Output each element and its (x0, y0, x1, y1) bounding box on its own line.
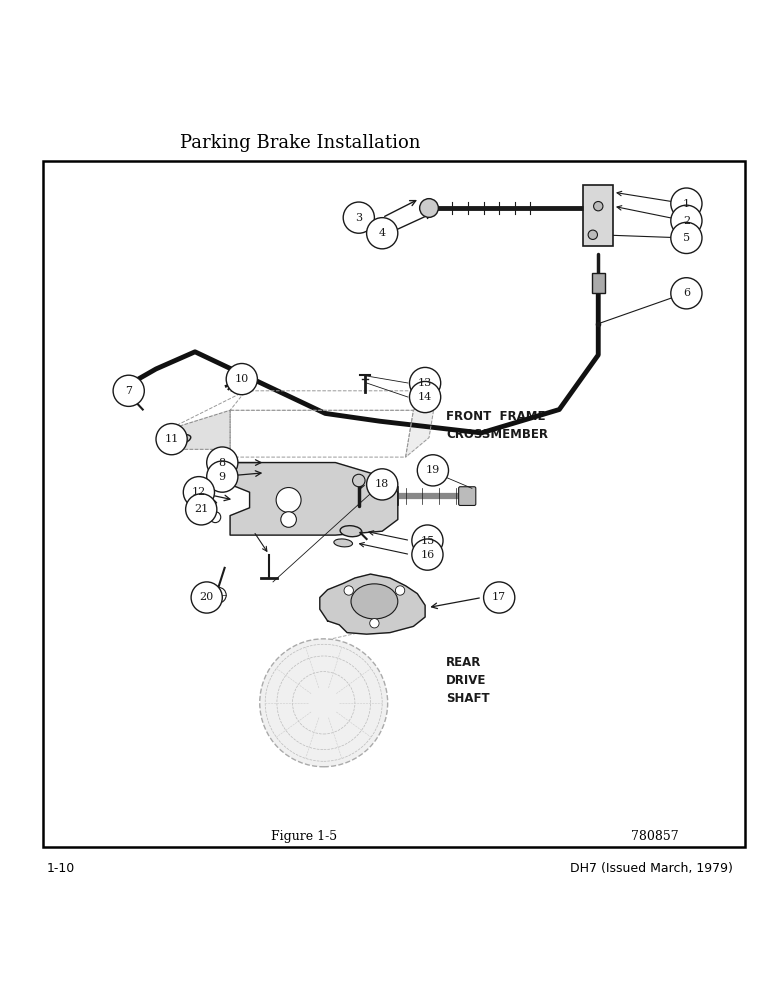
Circle shape (420, 199, 438, 217)
Text: REAR
DRIVE
SHAFT: REAR DRIVE SHAFT (446, 656, 490, 705)
Circle shape (211, 587, 226, 603)
Circle shape (588, 230, 597, 239)
Circle shape (353, 474, 365, 487)
Circle shape (343, 202, 374, 233)
Circle shape (484, 582, 515, 613)
Ellipse shape (168, 434, 191, 445)
Text: 20: 20 (200, 592, 214, 602)
Text: 780857: 780857 (631, 830, 679, 843)
Circle shape (671, 205, 702, 236)
Text: 3: 3 (355, 213, 363, 223)
Text: 19: 19 (426, 465, 440, 475)
Circle shape (226, 363, 257, 395)
FancyBboxPatch shape (459, 487, 476, 505)
Ellipse shape (340, 526, 362, 537)
Text: DH7 (Issued March, 1979): DH7 (Issued March, 1979) (570, 862, 733, 875)
Text: Figure 1-5: Figure 1-5 (271, 830, 337, 843)
Text: 10: 10 (235, 374, 249, 384)
Text: 11: 11 (165, 434, 179, 444)
Text: 21: 21 (194, 504, 208, 514)
Circle shape (260, 639, 388, 767)
Circle shape (210, 512, 221, 523)
Circle shape (344, 586, 353, 595)
Circle shape (113, 375, 144, 406)
Circle shape (671, 278, 702, 309)
Circle shape (281, 512, 296, 527)
Circle shape (412, 525, 443, 556)
Text: 16: 16 (420, 550, 434, 560)
Circle shape (671, 222, 702, 254)
Circle shape (370, 619, 379, 628)
Circle shape (671, 188, 702, 219)
Text: 17: 17 (492, 592, 506, 602)
Circle shape (156, 424, 187, 455)
Text: 5: 5 (682, 233, 690, 243)
Circle shape (207, 461, 238, 492)
Text: 15: 15 (420, 536, 434, 546)
Text: 1-10: 1-10 (47, 862, 75, 875)
Circle shape (410, 381, 441, 413)
Circle shape (207, 447, 238, 478)
Circle shape (183, 477, 214, 508)
Text: 1: 1 (682, 199, 690, 209)
Circle shape (191, 582, 222, 613)
Text: 9: 9 (218, 472, 226, 482)
Circle shape (367, 469, 398, 500)
Polygon shape (320, 574, 425, 634)
Ellipse shape (116, 395, 133, 405)
Text: 7: 7 (126, 386, 132, 396)
Text: 14: 14 (418, 392, 432, 402)
Text: FRONT  FRAME
CROSSMEMBER: FRONT FRAME CROSSMEMBER (446, 410, 548, 441)
Text: 4: 4 (378, 228, 386, 238)
Text: 8: 8 (218, 458, 226, 468)
Circle shape (276, 488, 301, 512)
Circle shape (594, 201, 603, 211)
Circle shape (395, 586, 405, 595)
Circle shape (412, 539, 443, 570)
Polygon shape (164, 410, 230, 449)
Polygon shape (406, 391, 437, 457)
Polygon shape (230, 463, 398, 535)
Circle shape (410, 367, 441, 399)
Text: Parking Brake Installation: Parking Brake Installation (180, 134, 420, 152)
Bar (592, 273, 604, 293)
Circle shape (417, 455, 448, 486)
Text: 6: 6 (682, 288, 690, 298)
Text: 13: 13 (418, 378, 432, 388)
Ellipse shape (334, 539, 353, 547)
Text: 12: 12 (192, 487, 206, 497)
Text: 18: 18 (375, 479, 389, 489)
Text: 2: 2 (682, 216, 690, 226)
Bar (583, 185, 613, 246)
Circle shape (186, 494, 217, 525)
Ellipse shape (351, 584, 398, 619)
Circle shape (367, 218, 398, 249)
